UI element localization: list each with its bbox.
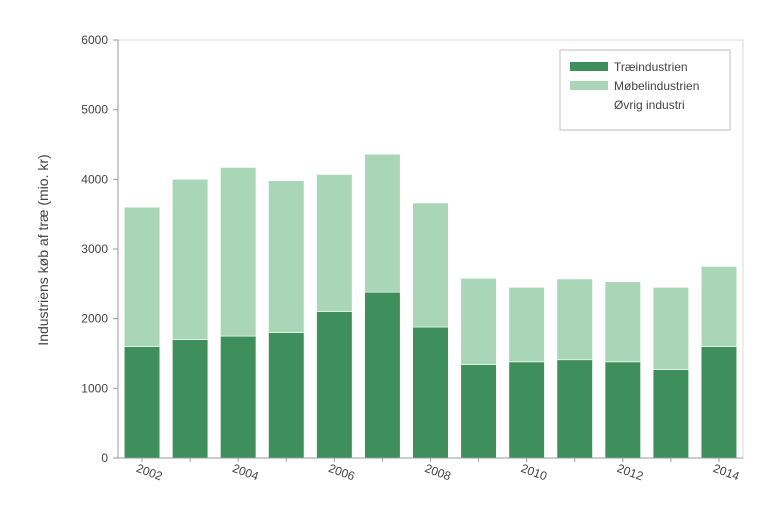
- y-tick-label: 1000: [81, 381, 108, 395]
- x-tick-label: 2006: [327, 461, 357, 483]
- bar-2003-series-1: [172, 179, 209, 340]
- bar-2003-series-0: [172, 339, 209, 459]
- bars-layer: [123, 153, 738, 459]
- bar-2014-series-1: [700, 266, 738, 347]
- bar-2013-series-0: [652, 369, 689, 459]
- bar-2007-series-1: [364, 153, 401, 293]
- bar-2009-series-1: [460, 277, 497, 365]
- legend-label-0: Træindustrien: [614, 60, 688, 74]
- bar-2011-series-1: [556, 278, 593, 361]
- bar-2009-series-0: [460, 364, 497, 459]
- y-tick-label: 0: [101, 451, 108, 465]
- y-tick-label: 5000: [81, 103, 108, 117]
- legend-items: Træindustrien Møbelindustrien Øvrig indust…: [569, 60, 699, 112]
- x-tick-label: 2008: [423, 461, 453, 483]
- bar-2007-series-0: [364, 291, 401, 459]
- legend-swatch-0: [570, 62, 608, 71]
- x-axis-ticks: 2002 2004 2006 2008 2010 2012 2014: [134, 458, 742, 483]
- bar-2006-series-1: [316, 174, 353, 313]
- bar-2004-series-0: [220, 335, 257, 459]
- bar-2012-series-1: [604, 281, 641, 363]
- y-tick-label: 3000: [81, 242, 108, 256]
- x-tick-label: 2002: [134, 461, 164, 483]
- bar-2012-series-0: [604, 361, 641, 459]
- bar-2010-series-0: [508, 361, 545, 459]
- legend-swatch-1: [570, 81, 608, 90]
- x-tick-label: 2010: [519, 461, 549, 483]
- x-tick-label: 2012: [615, 461, 645, 483]
- legend-label-2: Øvrig industri: [614, 98, 685, 112]
- bar-2013-series-1: [652, 287, 689, 370]
- legend-swatch-2: [569, 99, 609, 110]
- y-tick-label: 6000: [81, 33, 108, 47]
- bar-2002-series-0: [123, 346, 161, 459]
- legend-label-1: Møbelindustrien: [614, 79, 699, 93]
- y-tick-label: 4000: [81, 172, 108, 186]
- bar-2010-series-1: [508, 287, 545, 363]
- y-axis-label: Industriens køb af træ (mio. kr): [35, 154, 51, 345]
- bar-2004-series-1: [220, 167, 257, 337]
- bar-2005-series-0: [268, 332, 305, 459]
- bar-2008-series-1: [412, 202, 449, 328]
- bar-2005-series-1: [268, 180, 305, 333]
- x-tick-label: 2004: [231, 461, 261, 483]
- bar-2002-series-1: [123, 206, 161, 347]
- x-tick-label: 2014: [711, 461, 741, 483]
- bar-2014-series-0: [700, 346, 738, 459]
- bar-2006-series-0: [316, 311, 353, 459]
- y-axis-ticks: 0 1000 2000 3000 4000 5000 6000: [81, 33, 118, 465]
- bar-2011-series-0: [556, 359, 593, 459]
- bar-2008-series-0: [412, 326, 449, 459]
- legend: Træindustrien Møbelindustrien Øvrig indust…: [559, 49, 731, 131]
- y-tick-label: 2000: [81, 312, 108, 326]
